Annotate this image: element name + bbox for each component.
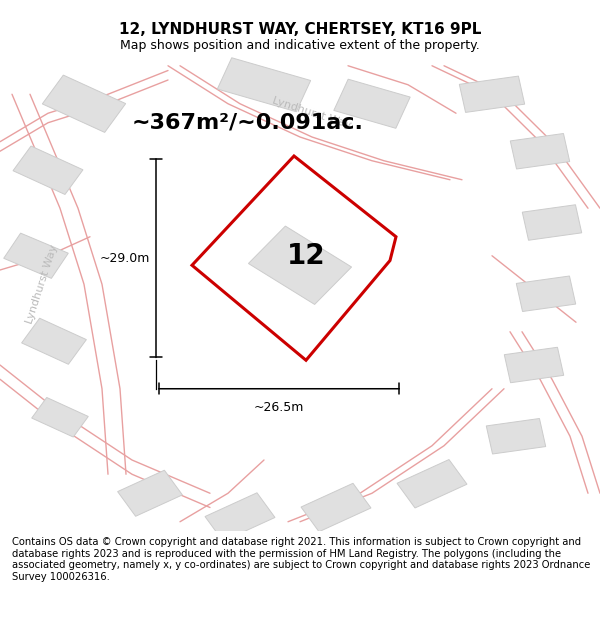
Polygon shape <box>118 470 182 516</box>
Polygon shape <box>217 58 311 112</box>
Polygon shape <box>205 492 275 541</box>
Text: Map shows position and indicative extent of the property.: Map shows position and indicative extent… <box>120 39 480 51</box>
Text: Lyndhurst Way: Lyndhurst Way <box>271 96 353 131</box>
Polygon shape <box>13 146 83 194</box>
Polygon shape <box>510 134 570 169</box>
Polygon shape <box>43 75 125 132</box>
Text: Contains OS data © Crown copyright and database right 2021. This information is : Contains OS data © Crown copyright and d… <box>12 537 590 582</box>
Text: 12: 12 <box>287 242 325 270</box>
Text: ~29.0m: ~29.0m <box>100 252 150 264</box>
Polygon shape <box>22 318 86 364</box>
Polygon shape <box>32 398 88 437</box>
Polygon shape <box>334 79 410 128</box>
Polygon shape <box>460 76 524 112</box>
Polygon shape <box>522 205 582 240</box>
Text: 12, LYNDHURST WAY, CHERTSEY, KT16 9PL: 12, LYNDHURST WAY, CHERTSEY, KT16 9PL <box>119 22 481 38</box>
Polygon shape <box>486 419 546 454</box>
Polygon shape <box>397 459 467 508</box>
Polygon shape <box>4 233 68 278</box>
Polygon shape <box>301 483 371 532</box>
Text: ~26.5m: ~26.5m <box>254 401 304 414</box>
Text: Lyndhurst Way: Lyndhurst Way <box>25 244 59 325</box>
Polygon shape <box>516 276 576 311</box>
Polygon shape <box>504 348 564 382</box>
Text: ~367m²/~0.091ac.: ~367m²/~0.091ac. <box>132 112 364 132</box>
Polygon shape <box>248 226 352 304</box>
